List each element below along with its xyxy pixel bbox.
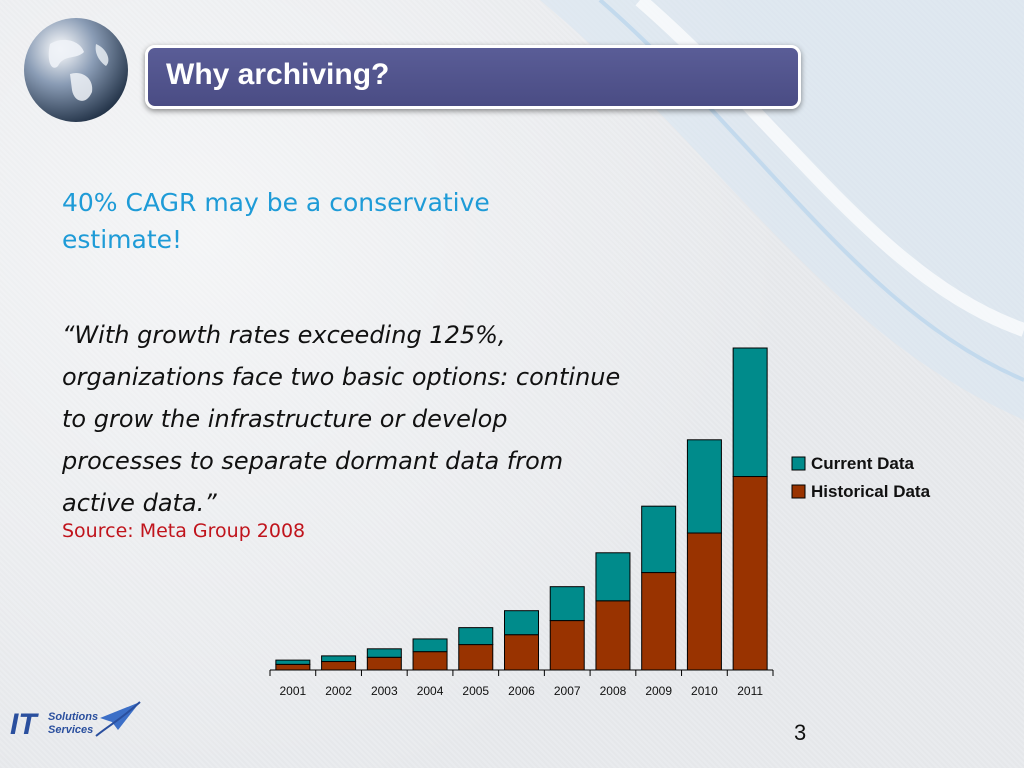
legend-swatch-historical	[791, 484, 806, 499]
it-solutions-logo: IT Solutions Services	[10, 701, 141, 741]
bar-current-2008	[595, 552, 631, 602]
bar-historical-2008	[595, 600, 631, 671]
x-tick-label: 2010	[691, 684, 718, 698]
bar-historical-2003	[366, 656, 402, 671]
bar-current-2009	[641, 505, 677, 574]
bar-historical-2009	[641, 572, 677, 671]
x-tick-label: 2003	[371, 684, 398, 698]
bar-current-2011	[732, 347, 768, 478]
globe-icon	[24, 18, 128, 122]
x-tick-label: 2007	[554, 684, 581, 698]
legend-swatch-current	[791, 456, 806, 471]
bar-current-2004	[412, 638, 448, 653]
x-tick-label: 2009	[645, 684, 672, 698]
chart-bars	[275, 347, 768, 671]
stacked-bar-chart: 2001 2002 2003 2004 2005 2006 2007 2008 2009 2010…	[269, 347, 931, 698]
chart-axis	[269, 669, 774, 676]
x-tick-label: 2005	[462, 684, 489, 698]
chart-tick-labels: 2001 2002 2003 2004 2005 2006 2007 2008 2009 2010…	[280, 684, 764, 698]
legend-label-historical: Historical Data	[811, 482, 931, 501]
bar-historical-2001	[275, 663, 311, 671]
lead-text: 40% CAGR may be a conservative estimate!	[62, 188, 490, 254]
bar-historical-2004	[412, 651, 448, 671]
bar-historical-2005	[458, 644, 494, 671]
bar-historical-2010	[686, 532, 722, 671]
slide-title: Why archiving?	[166, 58, 390, 91]
svg-text:Services: Services	[48, 724, 93, 736]
legend-label-current: Current Data	[811, 454, 915, 473]
bar-current-2007	[549, 586, 585, 622]
x-tick-label: 2006	[508, 684, 535, 698]
bar-current-2006	[504, 610, 539, 636]
page-number: 3	[794, 720, 807, 745]
bar-historical-2007	[549, 620, 585, 671]
bar-current-2002	[321, 655, 357, 663]
x-tick-label: 2001	[280, 684, 307, 698]
chart-legend: Current Data Historical Data	[791, 454, 931, 501]
bar-current-2003	[366, 648, 402, 658]
bar-current-2001	[275, 659, 311, 665]
x-tick-label: 2004	[417, 684, 444, 698]
svg-text:Solutions: Solutions	[48, 711, 98, 723]
bar-current-2010	[686, 439, 722, 534]
bar-current-2005	[458, 627, 494, 646]
svg-text:IT: IT	[10, 708, 39, 741]
quote-text: “With growth rates exceeding 125%, organ…	[62, 321, 621, 517]
bar-historical-2011	[732, 476, 768, 671]
source-citation: Source: Meta Group 2008	[62, 520, 306, 542]
bar-historical-2002	[321, 661, 357, 671]
x-tick-label: 2008	[600, 684, 627, 698]
x-tick-label: 2011	[737, 684, 763, 698]
title-bar: Why archiving?	[145, 45, 801, 109]
bar-historical-2006	[504, 634, 539, 671]
x-tick-label: 2002	[325, 684, 352, 698]
